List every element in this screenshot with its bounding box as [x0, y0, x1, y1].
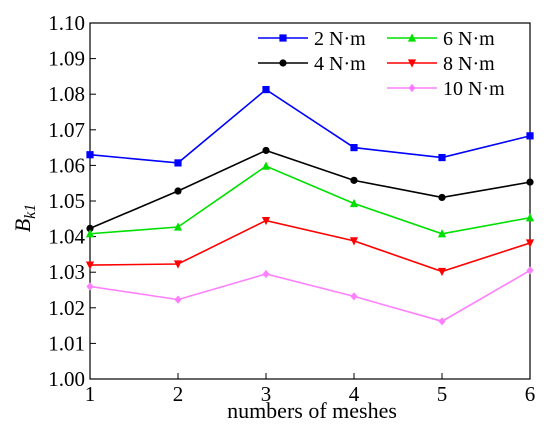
legend-label: 8 N·m: [443, 53, 495, 75]
data-point: [262, 146, 270, 155]
data-point: [350, 176, 358, 184]
series-layer: [85, 85, 535, 326]
legend-swatch-marker: [279, 59, 287, 67]
x-axis-title: numbers of meshes: [227, 398, 397, 423]
legend-swatch-marker: [407, 59, 417, 68]
data-point: [174, 295, 182, 304]
data-point: [437, 267, 447, 277]
x-tick-label: 1: [85, 382, 96, 406]
y-axis-title: Bk1: [10, 204, 39, 233]
series-line: [89, 219, 531, 273]
data-point: [525, 239, 535, 248]
data-point: [174, 187, 182, 195]
data-point: [174, 159, 182, 167]
series-line: [89, 149, 531, 230]
legend-entry: 6 N·m: [387, 28, 495, 50]
legend-swatch-marker: [407, 33, 417, 42]
x-tick-label: 6: [525, 382, 536, 406]
data-point: [173, 260, 183, 269]
data-point: [262, 85, 270, 94]
series-1: [86, 85, 534, 167]
y-tick-label: 1.08: [48, 82, 85, 106]
y-tick-label: 1.06: [48, 153, 85, 177]
data-point: [349, 198, 359, 208]
series-3: [85, 161, 535, 238]
y-tick-label: 1.05: [48, 189, 85, 213]
y-axis: 1.00 1.01 1.02 1.03 1.04 1.05 1.06 1.07 1.08 1.09…: [48, 11, 96, 391]
y-tick-label: 1.07: [48, 118, 85, 142]
data-point: [438, 317, 446, 326]
data-point: [526, 266, 534, 275]
data-point: [261, 216, 271, 226]
data-point: [173, 222, 183, 231]
series-line: [89, 165, 531, 235]
x-tick-label: 3: [261, 382, 272, 406]
series-line: [89, 269, 531, 323]
legend-swatch-marker: [408, 83, 416, 93]
series-line: [89, 88, 531, 164]
data-point: [85, 229, 95, 238]
x-tick-label: 2: [173, 382, 184, 406]
y-tick-label: 1.02: [48, 296, 85, 320]
series-5: [86, 266, 534, 326]
legend: 2 N·m 4 N·m 6 N·m 8 N·m 10 N·m: [258, 28, 505, 100]
data-point: [438, 193, 446, 202]
legend-label: 6 N·m: [443, 28, 495, 50]
legend-swatch-marker: [279, 34, 287, 42]
x-axis: 1 2 3 4 5 6: [85, 373, 536, 406]
legend-label: 2 N·m: [314, 28, 366, 50]
data-point: [86, 282, 94, 291]
data-point: [350, 144, 358, 152]
legend-entry: 4 N·m: [258, 53, 366, 75]
y-tick-label: 1.00: [48, 367, 85, 391]
legend-label: 4 N·m: [314, 53, 366, 75]
legend-label: 10 N·m: [443, 78, 505, 100]
y-tick-label: 1.03: [48, 260, 85, 284]
data-point: [525, 213, 535, 222]
legend-entry: 10 N·m: [387, 78, 505, 100]
data-point: [526, 178, 534, 186]
data-point: [350, 292, 358, 301]
data-point: [262, 269, 270, 279]
legend-entry: 8 N·m: [387, 53, 495, 75]
data-point: [349, 237, 359, 246]
series-4: [85, 216, 535, 277]
legend-entry: 2 N·m: [258, 28, 366, 50]
series-2: [86, 146, 534, 233]
data-point: [526, 132, 534, 140]
data-point: [85, 261, 95, 270]
y-tick-label: 1.04: [48, 225, 85, 249]
data-point: [86, 151, 94, 159]
data-point: [437, 229, 447, 238]
data-point: [86, 224, 94, 233]
x-tick-label: 5: [437, 382, 448, 406]
y-axis-title-sub: k1: [22, 204, 39, 219]
y-tick-label: 1.10: [48, 11, 85, 35]
y-tick-label: 1.09: [48, 47, 85, 71]
y-axis-title-main: B: [10, 219, 35, 232]
y-tick-label: 1.01: [48, 331, 85, 355]
data-point: [261, 161, 271, 170]
data-point: [438, 153, 446, 162]
x-tick-label: 4: [349, 382, 360, 406]
